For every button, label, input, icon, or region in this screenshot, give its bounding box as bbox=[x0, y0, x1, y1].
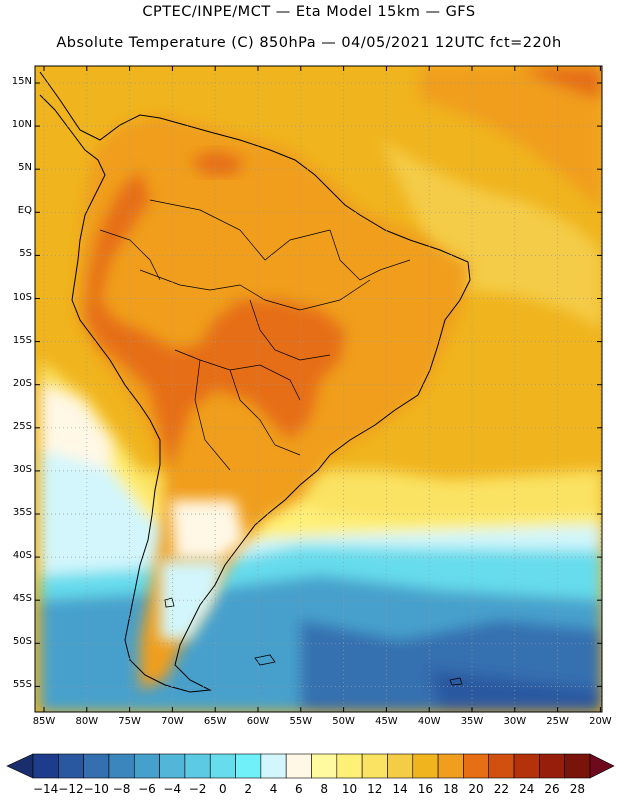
latitude-label: 5S bbox=[19, 248, 32, 260]
longitude-label: 40W bbox=[417, 716, 441, 727]
colorbar-label: −12 bbox=[58, 782, 84, 796]
colorbar-left-arrow bbox=[6, 753, 34, 779]
colorbar-label: 12 bbox=[367, 782, 383, 796]
axis-ticks bbox=[35, 66, 602, 712]
colorbar-swatch bbox=[235, 753, 262, 779]
colorbar-label: −14 bbox=[32, 782, 59, 796]
colorbar-swatch bbox=[108, 753, 135, 779]
longitude-label: 85W bbox=[32, 716, 56, 727]
colorbar-label: 6 bbox=[295, 782, 303, 796]
colorbar-swatch bbox=[361, 753, 388, 779]
map-title: CPTEC/INPE/MCT — Eta Model 15km — GFS bbox=[142, 4, 476, 20]
colorbar-label: 2 bbox=[244, 782, 253, 796]
latitude-label: 40S bbox=[12, 550, 32, 562]
longitude-label: 50W bbox=[332, 716, 355, 727]
colorbar-swatch bbox=[311, 753, 338, 779]
colorbar-swatch bbox=[564, 753, 591, 779]
colorbar-label: 10 bbox=[341, 782, 358, 796]
continent-mild-patagonia bbox=[170, 500, 245, 560]
colorbar-label: 8 bbox=[320, 782, 328, 796]
colorbar-label: −8 bbox=[112, 782, 131, 796]
longitude-label: 70W bbox=[161, 716, 184, 727]
longitude-label: 20W bbox=[589, 716, 612, 727]
longitude-label: 30W bbox=[503, 716, 527, 727]
latitude-label: 20S bbox=[12, 377, 32, 389]
colorbar-swatch bbox=[488, 753, 515, 779]
plot-border bbox=[34, 65, 603, 713]
latitude-label: 45S bbox=[12, 593, 32, 605]
field-ne-warm bbox=[420, 66, 602, 210]
coastline bbox=[39, 71, 471, 693]
colorbar-label: −2 bbox=[188, 782, 207, 796]
country-borders bbox=[99, 199, 411, 471]
longitude-label: 75W bbox=[118, 716, 141, 727]
colorbar-swatch bbox=[463, 753, 490, 779]
colorbar-swatch bbox=[184, 753, 211, 779]
colorbar-label: 22 bbox=[493, 782, 510, 796]
latitude-label: EQ bbox=[17, 205, 32, 217]
colorbar-swatch bbox=[260, 753, 287, 779]
colorbar-label: 0 bbox=[219, 782, 227, 796]
colorbar-label: 16 bbox=[417, 782, 434, 796]
colorbar-label: 26 bbox=[544, 782, 560, 796]
latitude-label: 15S bbox=[12, 334, 32, 346]
field-deep-cold bbox=[430, 670, 602, 712]
latitude-label: 30S bbox=[12, 463, 32, 475]
colorbar-swatch bbox=[513, 753, 540, 779]
map-subtitle: Absolute Temperature (C) 850hPa — 04/05/… bbox=[56, 35, 562, 51]
latitude-label: 25S bbox=[12, 420, 32, 432]
colorbar-swatch bbox=[32, 753, 59, 779]
colorbar-label: −10 bbox=[83, 782, 109, 796]
colorbar-label: 18 bbox=[443, 782, 459, 796]
grid-lines bbox=[35, 66, 602, 712]
continent-hot-north bbox=[190, 150, 245, 175]
latitude-label: 55S bbox=[12, 679, 32, 691]
colorbar-label: 14 bbox=[392, 782, 408, 796]
temperature-field bbox=[35, 66, 602, 712]
field-south-cool-west bbox=[40, 470, 110, 570]
colorbar-swatch bbox=[387, 753, 414, 779]
colorbar-label: 4 bbox=[269, 782, 278, 796]
latitude-label: 15N bbox=[11, 76, 32, 87]
colorbar-label: 20 bbox=[468, 782, 484, 796]
colorbar-swatch bbox=[539, 753, 565, 779]
colorbar-label: −6 bbox=[138, 782, 156, 796]
colorbar-swatch bbox=[336, 753, 363, 779]
colorbar-swatch bbox=[83, 753, 110, 779]
colorbar-right-arrow bbox=[589, 753, 615, 779]
colorbar bbox=[6, 753, 615, 779]
longitude-label: 45W bbox=[375, 716, 398, 727]
field-ne-hot bbox=[520, 66, 602, 100]
latitude-label: 35S bbox=[12, 507, 32, 518]
colorbar-swatch bbox=[159, 753, 186, 779]
colorbar-label: −4 bbox=[163, 782, 182, 796]
continent-cool-patagonia bbox=[160, 560, 225, 640]
colorbar-swatch bbox=[285, 753, 312, 779]
longitude-label: 25W bbox=[546, 716, 569, 727]
longitude-label: 80W bbox=[75, 716, 99, 727]
colorbar-swatch bbox=[58, 753, 84, 779]
colorbar-swatch bbox=[412, 753, 439, 779]
latitude-label: 5N bbox=[18, 162, 32, 174]
longitude-label: 65W bbox=[203, 716, 227, 727]
continent-hot bbox=[85, 170, 345, 470]
colorbar-swatch bbox=[437, 753, 464, 779]
longitude-label: 35W bbox=[460, 716, 484, 727]
latitude-label: 50S bbox=[12, 636, 32, 648]
latitude-label: 10S bbox=[12, 291, 32, 303]
colorbar-swatch bbox=[209, 753, 236, 779]
latitude-label: 10N bbox=[11, 119, 32, 131]
colorbar-label: 24 bbox=[519, 782, 535, 796]
longitude-label: 55W bbox=[289, 716, 313, 727]
field-east-light bbox=[380, 140, 602, 330]
longitude-label: 60W bbox=[246, 716, 270, 727]
colorbar-swatch bbox=[133, 753, 160, 779]
colorbar-label: 28 bbox=[569, 782, 585, 796]
